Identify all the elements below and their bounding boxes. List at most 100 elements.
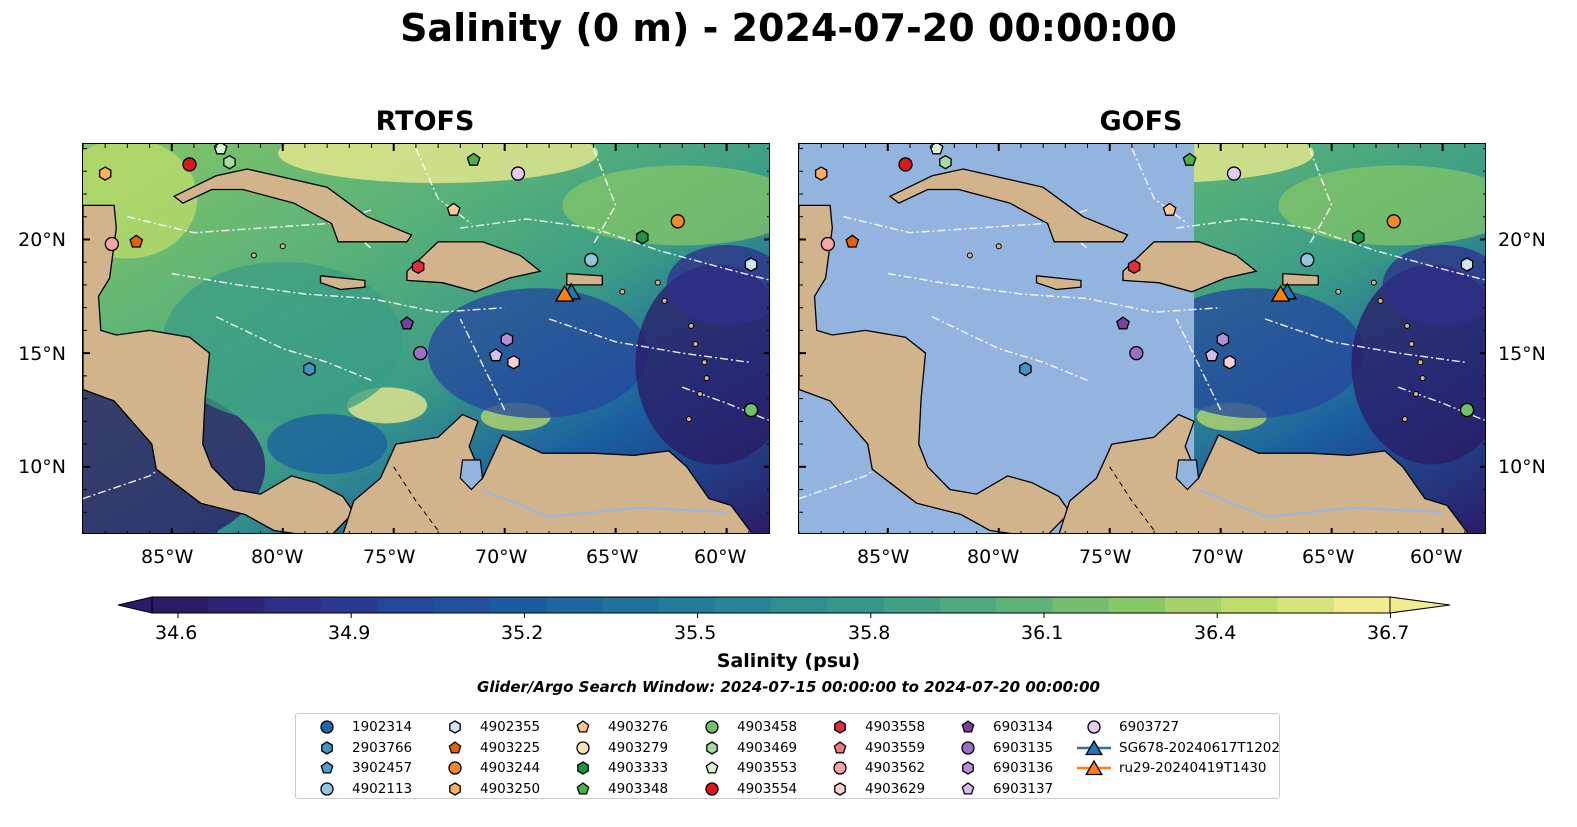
legend-label: 4902113: [352, 780, 413, 797]
small-island: [966, 252, 973, 259]
salinity-feature: [267, 414, 388, 475]
land-mass: [319, 275, 366, 291]
land-mass: [1035, 275, 1082, 291]
hexagon-marker-icon: [706, 740, 718, 755]
argo-float-marker: [507, 354, 520, 370]
colorbar-segment: [320, 597, 378, 613]
pentagon-marker: [961, 720, 975, 733]
eez-boundary: [1131, 148, 1188, 225]
hexagon-marker: [834, 781, 846, 796]
circle-marker-icon: [1087, 720, 1101, 734]
small-island: [1417, 359, 1424, 366]
colorbar-segment: [1277, 597, 1335, 613]
legend-label: 1902314: [352, 719, 413, 735]
circle-marker: [320, 720, 334, 734]
salinity-feature: [427, 288, 648, 419]
salinity-feature: [1382, 244, 1485, 325]
land-mass: [342, 413, 753, 533]
legend-label: 4903562: [865, 760, 926, 776]
argo-float-marker: [223, 154, 236, 170]
eez-boundary: [459, 318, 506, 411]
pentagon-marker-icon: [320, 761, 334, 774]
salinity-feature: [1143, 288, 1364, 419]
argo-float-marker: [1127, 259, 1141, 275]
circle-marker: [961, 740, 975, 755]
figure-title: Salinity (0 m) - 2024-07-20 00:00:00: [400, 6, 1177, 50]
eez-boundary: [843, 209, 1088, 234]
hexagon-marker: [449, 720, 461, 734]
argo-float-marker: [1182, 152, 1197, 166]
argo-float-marker: [446, 202, 461, 216]
lat-tick-right-15n: 15°N: [1498, 343, 1546, 365]
argo-float-marker: [584, 252, 599, 268]
argo-float-marker: [1129, 345, 1144, 361]
colorbar-extend-max: [1389, 596, 1451, 614]
hexagon-marker: [321, 740, 333, 755]
legend-label: 6903136: [993, 760, 1054, 776]
argo-float-marker: [466, 152, 481, 166]
salinity-feature: [562, 165, 769, 246]
small-island: [701, 359, 708, 366]
argo-float-marker: [744, 257, 758, 272]
salinity-feature: [162, 261, 403, 422]
circle-marker-icon: [833, 761, 847, 775]
river: [1198, 488, 1443, 518]
pentagon-marker: [705, 761, 719, 774]
lon-tick-right-60w: 60°W: [1410, 546, 1463, 568]
colorbar-frame: [151, 596, 1391, 614]
circle-marker: [576, 740, 590, 755]
colorbar-segment: [208, 597, 266, 613]
lon-tick-right-75w: 75°W: [1079, 546, 1132, 568]
small-island: [688, 322, 695, 329]
colorbar-segment: [996, 597, 1053, 613]
colorbar-segment: [771, 597, 828, 613]
hexagon-marker: [449, 781, 461, 796]
lon-tick-right-85w: 85°W: [857, 546, 910, 568]
argo-float-marker: [845, 234, 860, 248]
lat-tick-right-20n: 20°N: [1498, 229, 1546, 251]
country-border: [393, 466, 439, 531]
land-mass: [1122, 241, 1258, 293]
colorbar-tick: 35.2: [501, 622, 544, 644]
eez-boundary: [592, 148, 617, 245]
eez-boundary: [127, 209, 372, 234]
circle-marker-icon: [961, 740, 975, 755]
argo-float-marker: [1226, 166, 1242, 181]
small-island: [250, 252, 257, 259]
argo-float-marker: [929, 144, 944, 155]
colorbar-tick: 35.8: [848, 622, 891, 644]
colorbar-tick: 36.1: [1021, 622, 1064, 644]
argo-float-marker: [510, 166, 526, 181]
argo-float-marker: [411, 259, 425, 275]
legend-label: ru29-20240419T1430: [1119, 760, 1267, 776]
circle-marker: [320, 781, 334, 796]
legend-label: 3902457: [352, 760, 413, 776]
argo-float-marker: [500, 332, 514, 347]
circle-marker: [1087, 720, 1101, 734]
legend-label: 4903276: [608, 719, 669, 735]
lon-tick-left-60w: 60°W: [694, 546, 747, 568]
pentagon-marker-icon: [961, 720, 975, 733]
argo-float-marker: [1216, 332, 1230, 347]
colorbar-segment: [883, 597, 941, 613]
small-island: [692, 341, 699, 348]
colorbar-extend-min: [117, 596, 153, 614]
legend: 1902314 2903766 3902457 4902113 4902355 49032…: [295, 713, 1280, 799]
circle-marker-icon: [705, 720, 719, 734]
argo-float-marker: [939, 154, 952, 170]
legend-label: 4903279: [608, 739, 669, 756]
argo-float-marker: [814, 166, 828, 181]
argo-float-marker: [98, 166, 112, 181]
lon-tick-left-65w: 65°W: [586, 546, 639, 568]
argo-float-marker: [743, 402, 759, 418]
hexagon-marker-icon: [962, 761, 974, 775]
legend-label: 6903134: [993, 719, 1054, 735]
colorbar-segment: [827, 597, 885, 613]
salinity-feature: [666, 244, 769, 325]
colorbar-tick: 36.4: [1194, 622, 1237, 644]
lon-tick-left-85w: 85°W: [141, 546, 194, 568]
legend-label: 4903333: [608, 760, 669, 776]
hexagon-marker-icon: [449, 720, 461, 734]
triangle-marker: [1085, 739, 1103, 755]
argo-float-marker: [1162, 202, 1177, 216]
